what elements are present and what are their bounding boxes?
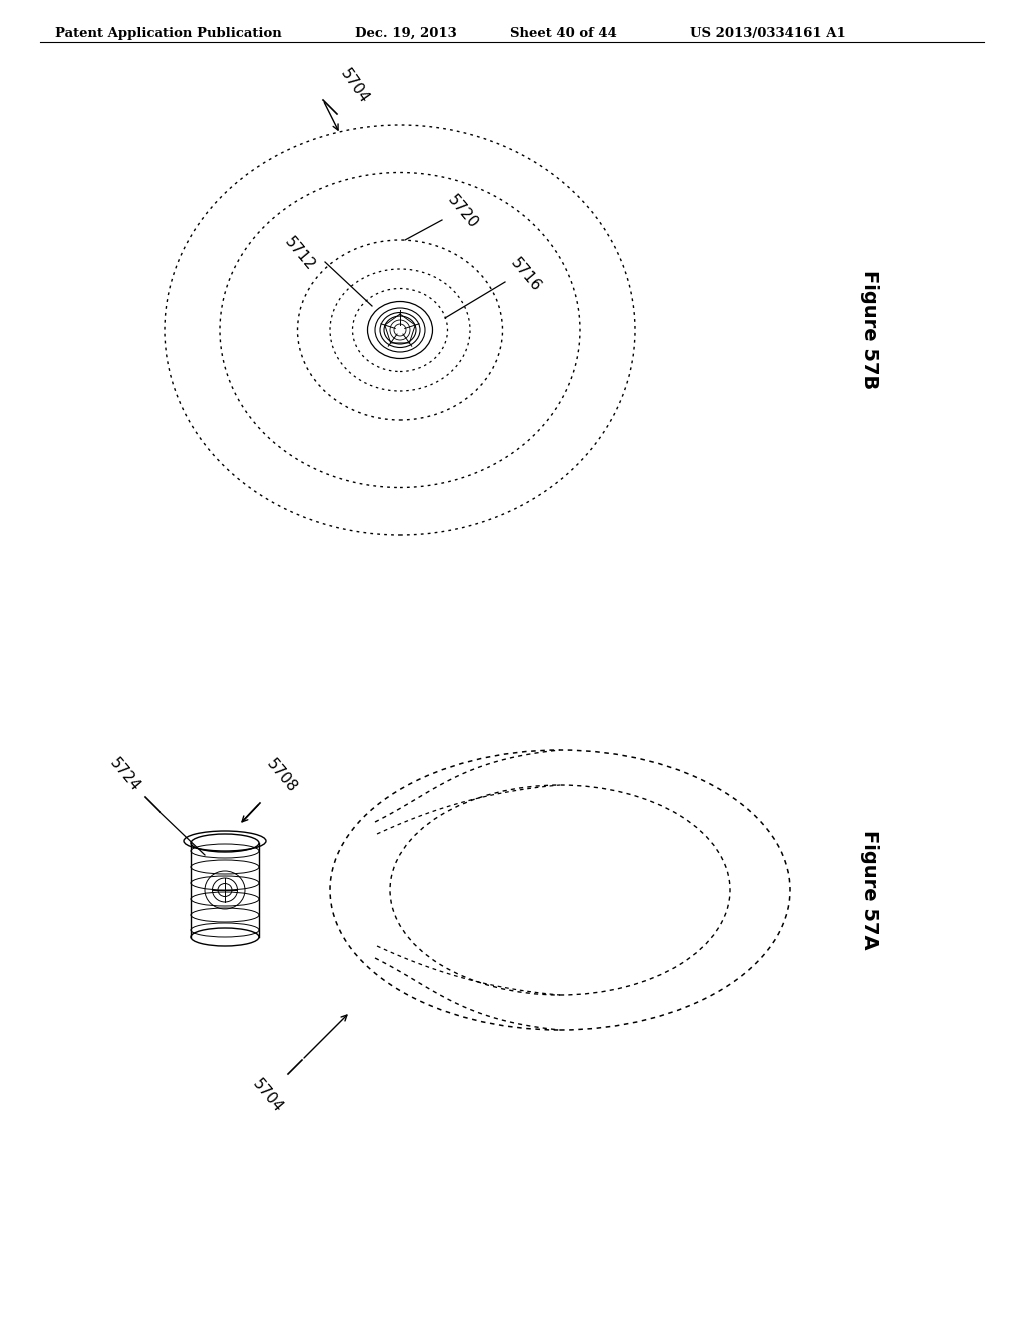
Text: 5708: 5708	[264, 756, 300, 795]
Text: 5704: 5704	[337, 66, 372, 106]
Text: 5704: 5704	[250, 1076, 286, 1115]
Text: Sheet 40 of 44: Sheet 40 of 44	[510, 26, 616, 40]
Text: Figure 57B: Figure 57B	[860, 271, 880, 389]
Text: Patent Application Publication: Patent Application Publication	[55, 26, 282, 40]
Text: 5716: 5716	[508, 255, 545, 294]
Text: US 2013/0334161 A1: US 2013/0334161 A1	[690, 26, 846, 40]
Text: 5724: 5724	[106, 755, 143, 795]
Text: Figure 57A: Figure 57A	[860, 830, 880, 950]
Text: 5712: 5712	[282, 235, 318, 273]
Text: Dec. 19, 2013: Dec. 19, 2013	[355, 26, 457, 40]
Text: 5720: 5720	[445, 193, 481, 231]
